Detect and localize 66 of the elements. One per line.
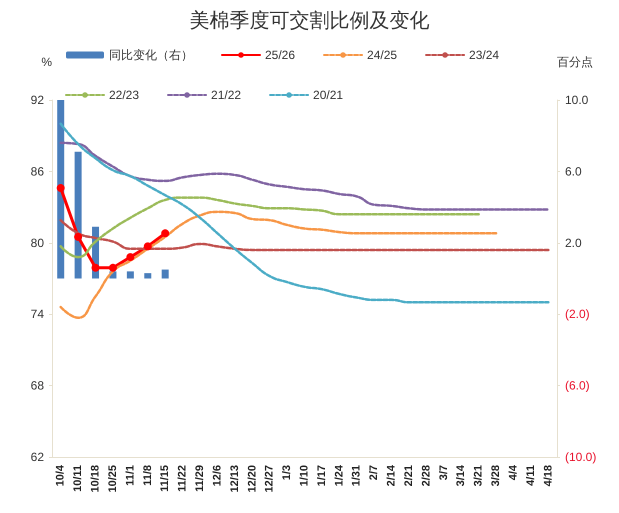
x-tick-label: 1/3 [281,465,294,480]
x-tick-label: 4/4 [507,464,520,480]
x-tick-label: 2/7 [368,465,380,480]
y-tick-label: 68 [30,378,44,393]
x-tick-label: 2/21 [402,465,415,486]
bar [126,271,134,278]
x-tick-label: 11/1 [124,465,136,486]
y2-tick-label: (2.0) [565,307,590,322]
x-tick-label: 11/29 [194,465,206,492]
y-axis-title: % [41,55,52,69]
point [108,264,117,272]
x-tick-label: 10/25 [106,465,119,493]
line-series [59,142,550,211]
y2-tick-label: (6.0) [565,378,590,393]
y2-tick-label: 10.0 [565,93,589,107]
x-tick-label: 11/22 [176,465,189,492]
point [144,242,152,250]
y2-tick-label: 6.0 [565,164,582,178]
x-tick-label: 3/28 [490,465,502,486]
x-tick-label: 2/28 [420,465,432,486]
y-tick-label: 80 [30,236,44,250]
x-tick-label: 3/21 [472,465,485,486]
y-tick-label: 92 [30,93,44,107]
legend-label: 20/21 [313,88,344,102]
legend-label: 同比变化（右） [109,48,193,62]
x-tick-label: 12/27 [264,465,276,493]
x-tick-label: 11/15 [159,465,172,492]
chart-title: 美棉季度可交割比例及变化 [190,9,430,32]
y2-tick-label: 2.0 [565,236,582,250]
point [126,253,134,262]
line-series [59,196,480,258]
y2-tick-label: (10.0) [565,450,596,464]
bar [144,273,152,278]
x-tick-label: 10/4 [54,464,67,486]
x-tick-label: 12/6 [211,465,224,486]
x-tick-label: 4/18 [542,465,554,486]
point [161,229,170,238]
x-tick-label: 10/18 [90,465,102,493]
bar [162,270,169,278]
legend-label: 21/22 [211,88,242,102]
x-tick-label: 1/10 [298,465,310,486]
x-tick-label: 10/11 [72,465,84,492]
x-tick-label: 2/14 [386,464,398,486]
legend-label: 24/25 [367,48,398,62]
x-tick-label: 4/11 [524,465,537,486]
x-tick-label: 3/7 [438,465,450,480]
line-series [59,218,550,252]
point [92,264,100,272]
x-tick-label: 12/13 [228,465,241,493]
y2-axis-title: 百分点 [557,55,593,69]
x-tick-label: 3/14 [455,464,468,486]
y-tick-label: 62 [30,450,44,464]
legend-label: 25/26 [265,48,296,62]
x-tick-label: 12/20 [246,465,258,493]
line-series [59,210,498,320]
x-tick-label: 11/8 [142,465,154,486]
y-tick-label: 74 [30,307,44,322]
x-tick-label: 1/31 [350,465,363,486]
y-tick-label: 86 [30,164,44,178]
x-tick-label: 1/24 [333,464,346,486]
point [74,232,82,241]
legend-label: 22/23 [109,88,140,102]
legend-label: 23/24 [469,48,500,62]
point [56,184,65,192]
x-tick-label: 1/17 [316,465,328,486]
line-series [59,122,550,304]
